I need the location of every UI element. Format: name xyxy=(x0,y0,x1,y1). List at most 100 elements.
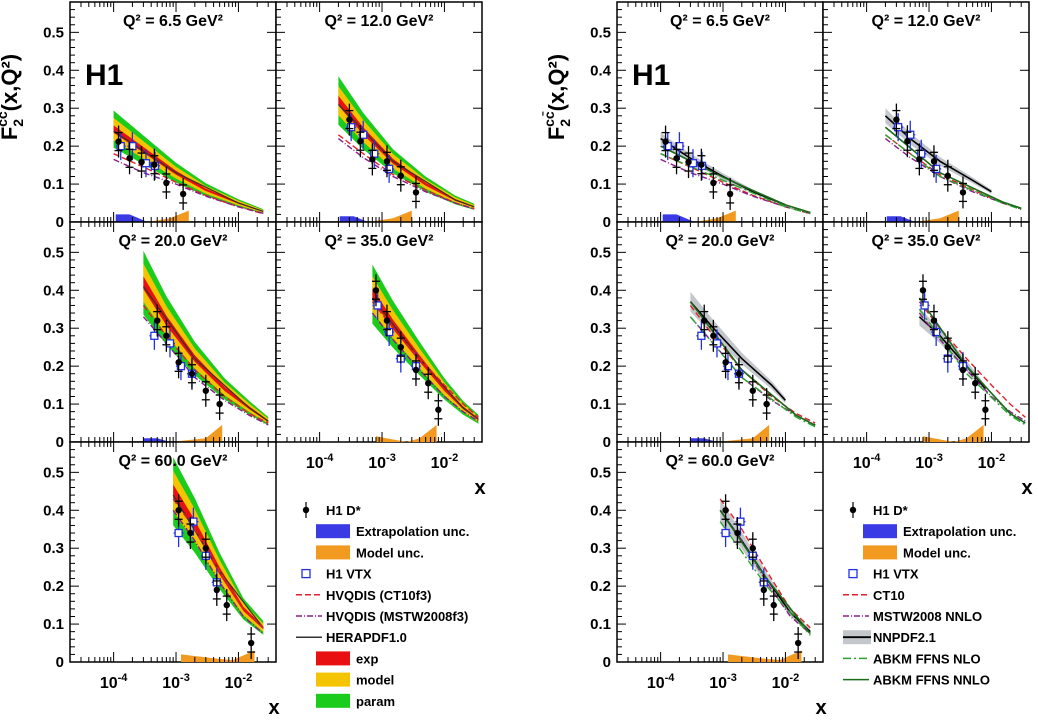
panel-plot-area xyxy=(113,110,264,222)
panel-frame xyxy=(616,441,824,663)
herapdf-curve xyxy=(371,297,479,420)
dstar-point xyxy=(735,370,743,377)
x-tick-label: 10-2 xyxy=(431,452,459,472)
dstar-point xyxy=(435,406,442,413)
y-tick-label: 0.4 xyxy=(590,62,612,79)
left-figure-herapdf: Q² = 6.5 GeV² 0 0.1 0.2 0.3 0.4 0.5 Q² = 12.0 G… xyxy=(0,1,486,719)
dstar-point xyxy=(346,116,353,123)
vtx-point xyxy=(893,123,903,132)
y-tick-label: 0.3 xyxy=(590,540,611,557)
ct10-curve xyxy=(172,498,264,629)
legend-symbol xyxy=(848,568,858,579)
ct10-curve xyxy=(142,304,269,424)
nnpdf-band xyxy=(720,499,811,634)
abkm-nnlo-curve xyxy=(918,297,1026,424)
y-tick-label: 0.2 xyxy=(43,138,64,155)
panel-plot-area xyxy=(371,264,479,442)
panel-frame xyxy=(69,1,277,223)
y-tick-label: 0 xyxy=(603,214,611,231)
panel: Q² = 6.5 GeV² xyxy=(616,1,824,223)
dstar-point xyxy=(188,370,196,377)
x-tick-label: 10-4 xyxy=(306,452,334,472)
panel-frame xyxy=(822,221,1030,443)
dstar-point xyxy=(893,116,900,123)
dstar-point xyxy=(412,189,420,196)
panel-q2-label: Q² = 20.0 GeV² xyxy=(666,233,775,250)
vtx-point xyxy=(384,164,394,174)
dstar-point xyxy=(685,158,692,166)
x-tick-label: 10-2 xyxy=(225,672,253,692)
dstar-point xyxy=(151,161,158,168)
ct10-curve xyxy=(719,498,811,629)
legend-label: model xyxy=(356,673,394,688)
y-tick-label: 0.5 xyxy=(43,244,64,261)
panel-plot-area xyxy=(918,274,1026,442)
vtx-point xyxy=(384,327,394,337)
y-tick-label: 0.2 xyxy=(590,138,611,155)
legend-dot xyxy=(302,506,310,514)
dstar-point xyxy=(722,359,729,366)
dstar-point xyxy=(202,545,209,552)
y-tick-label: 0.2 xyxy=(43,578,64,595)
panel-q2-label: Q² = 12.0 GeV² xyxy=(325,13,434,30)
dstar-point xyxy=(763,400,770,408)
panel-plot-area xyxy=(337,76,475,222)
legend-label: NNPDF2.1 xyxy=(873,630,936,645)
panel-frame xyxy=(822,1,1030,223)
dstar-point xyxy=(247,639,255,647)
dstar-point xyxy=(397,172,405,179)
panel-frame xyxy=(275,1,483,223)
model-unc-band xyxy=(170,424,223,442)
legend-symbol xyxy=(863,524,897,539)
panel: Q² = 60.0 GeV² xyxy=(69,441,277,663)
dstar-point xyxy=(126,155,133,162)
panel: Q² = 20.0 GeV² xyxy=(69,221,277,443)
dstar-point xyxy=(412,366,420,374)
legend-label: exp xyxy=(356,651,378,666)
vtx-point xyxy=(712,339,722,348)
x-tick-label: 10-4 xyxy=(853,452,881,472)
legend-box xyxy=(316,545,350,560)
legend-box xyxy=(863,524,897,539)
dstar-point xyxy=(397,343,405,351)
y-tick-label: 0.5 xyxy=(590,24,611,41)
dstar-point xyxy=(213,586,220,594)
dstar-point xyxy=(425,380,432,387)
dstar-point xyxy=(357,138,364,145)
legend-symbol xyxy=(849,502,857,518)
panel: Q² = 60.0 GeV² xyxy=(616,441,824,663)
dstar-point xyxy=(770,601,777,609)
panel-plot-area xyxy=(719,494,811,662)
y-tick-label: 0.5 xyxy=(590,464,611,481)
model-unc-band xyxy=(923,424,984,442)
x-tick-label: 10-4 xyxy=(647,672,675,692)
dstar-point xyxy=(916,156,923,163)
legend-label: HVQDIS (CT10f3) xyxy=(326,588,431,603)
legend-symbol xyxy=(316,651,350,666)
right-figure-pdf-comparison: Q² = 6.5 GeV² 0 0.1 0.2 0.3 0.4 0.5 Q² = 12.0 G… xyxy=(540,1,1033,719)
legend-label: HVQDIS (MSTW2008f3) xyxy=(326,609,468,624)
legend-symbol xyxy=(316,524,350,539)
dstar-point xyxy=(202,387,209,394)
y-tick-label: 0.3 xyxy=(43,100,64,117)
vtx-point xyxy=(373,301,382,310)
legend-symbol xyxy=(316,693,350,708)
model-unc-band xyxy=(694,210,736,222)
x-tick-label: 10-3 xyxy=(162,672,190,692)
panel-plot-area xyxy=(689,291,816,442)
legend-symbol xyxy=(316,545,350,560)
dstar-point xyxy=(163,179,170,187)
panel-q2-label: Q² = 35.0 GeV² xyxy=(872,233,981,250)
panel-plot-area xyxy=(660,125,811,222)
x-tick-label: 10-4 xyxy=(100,672,128,692)
abkm-nnlo-curve xyxy=(884,126,1022,210)
panel-q2-label: Q² = 20.0 GeV² xyxy=(119,233,228,250)
dstar-point xyxy=(904,138,911,145)
dstar-point xyxy=(734,529,741,537)
dstar-point xyxy=(944,172,952,179)
dstar-point xyxy=(726,190,734,198)
legend-box xyxy=(316,524,350,539)
legend-square xyxy=(301,568,311,579)
extrapolation-unc-band xyxy=(886,216,916,222)
legend-symbol xyxy=(302,502,310,518)
